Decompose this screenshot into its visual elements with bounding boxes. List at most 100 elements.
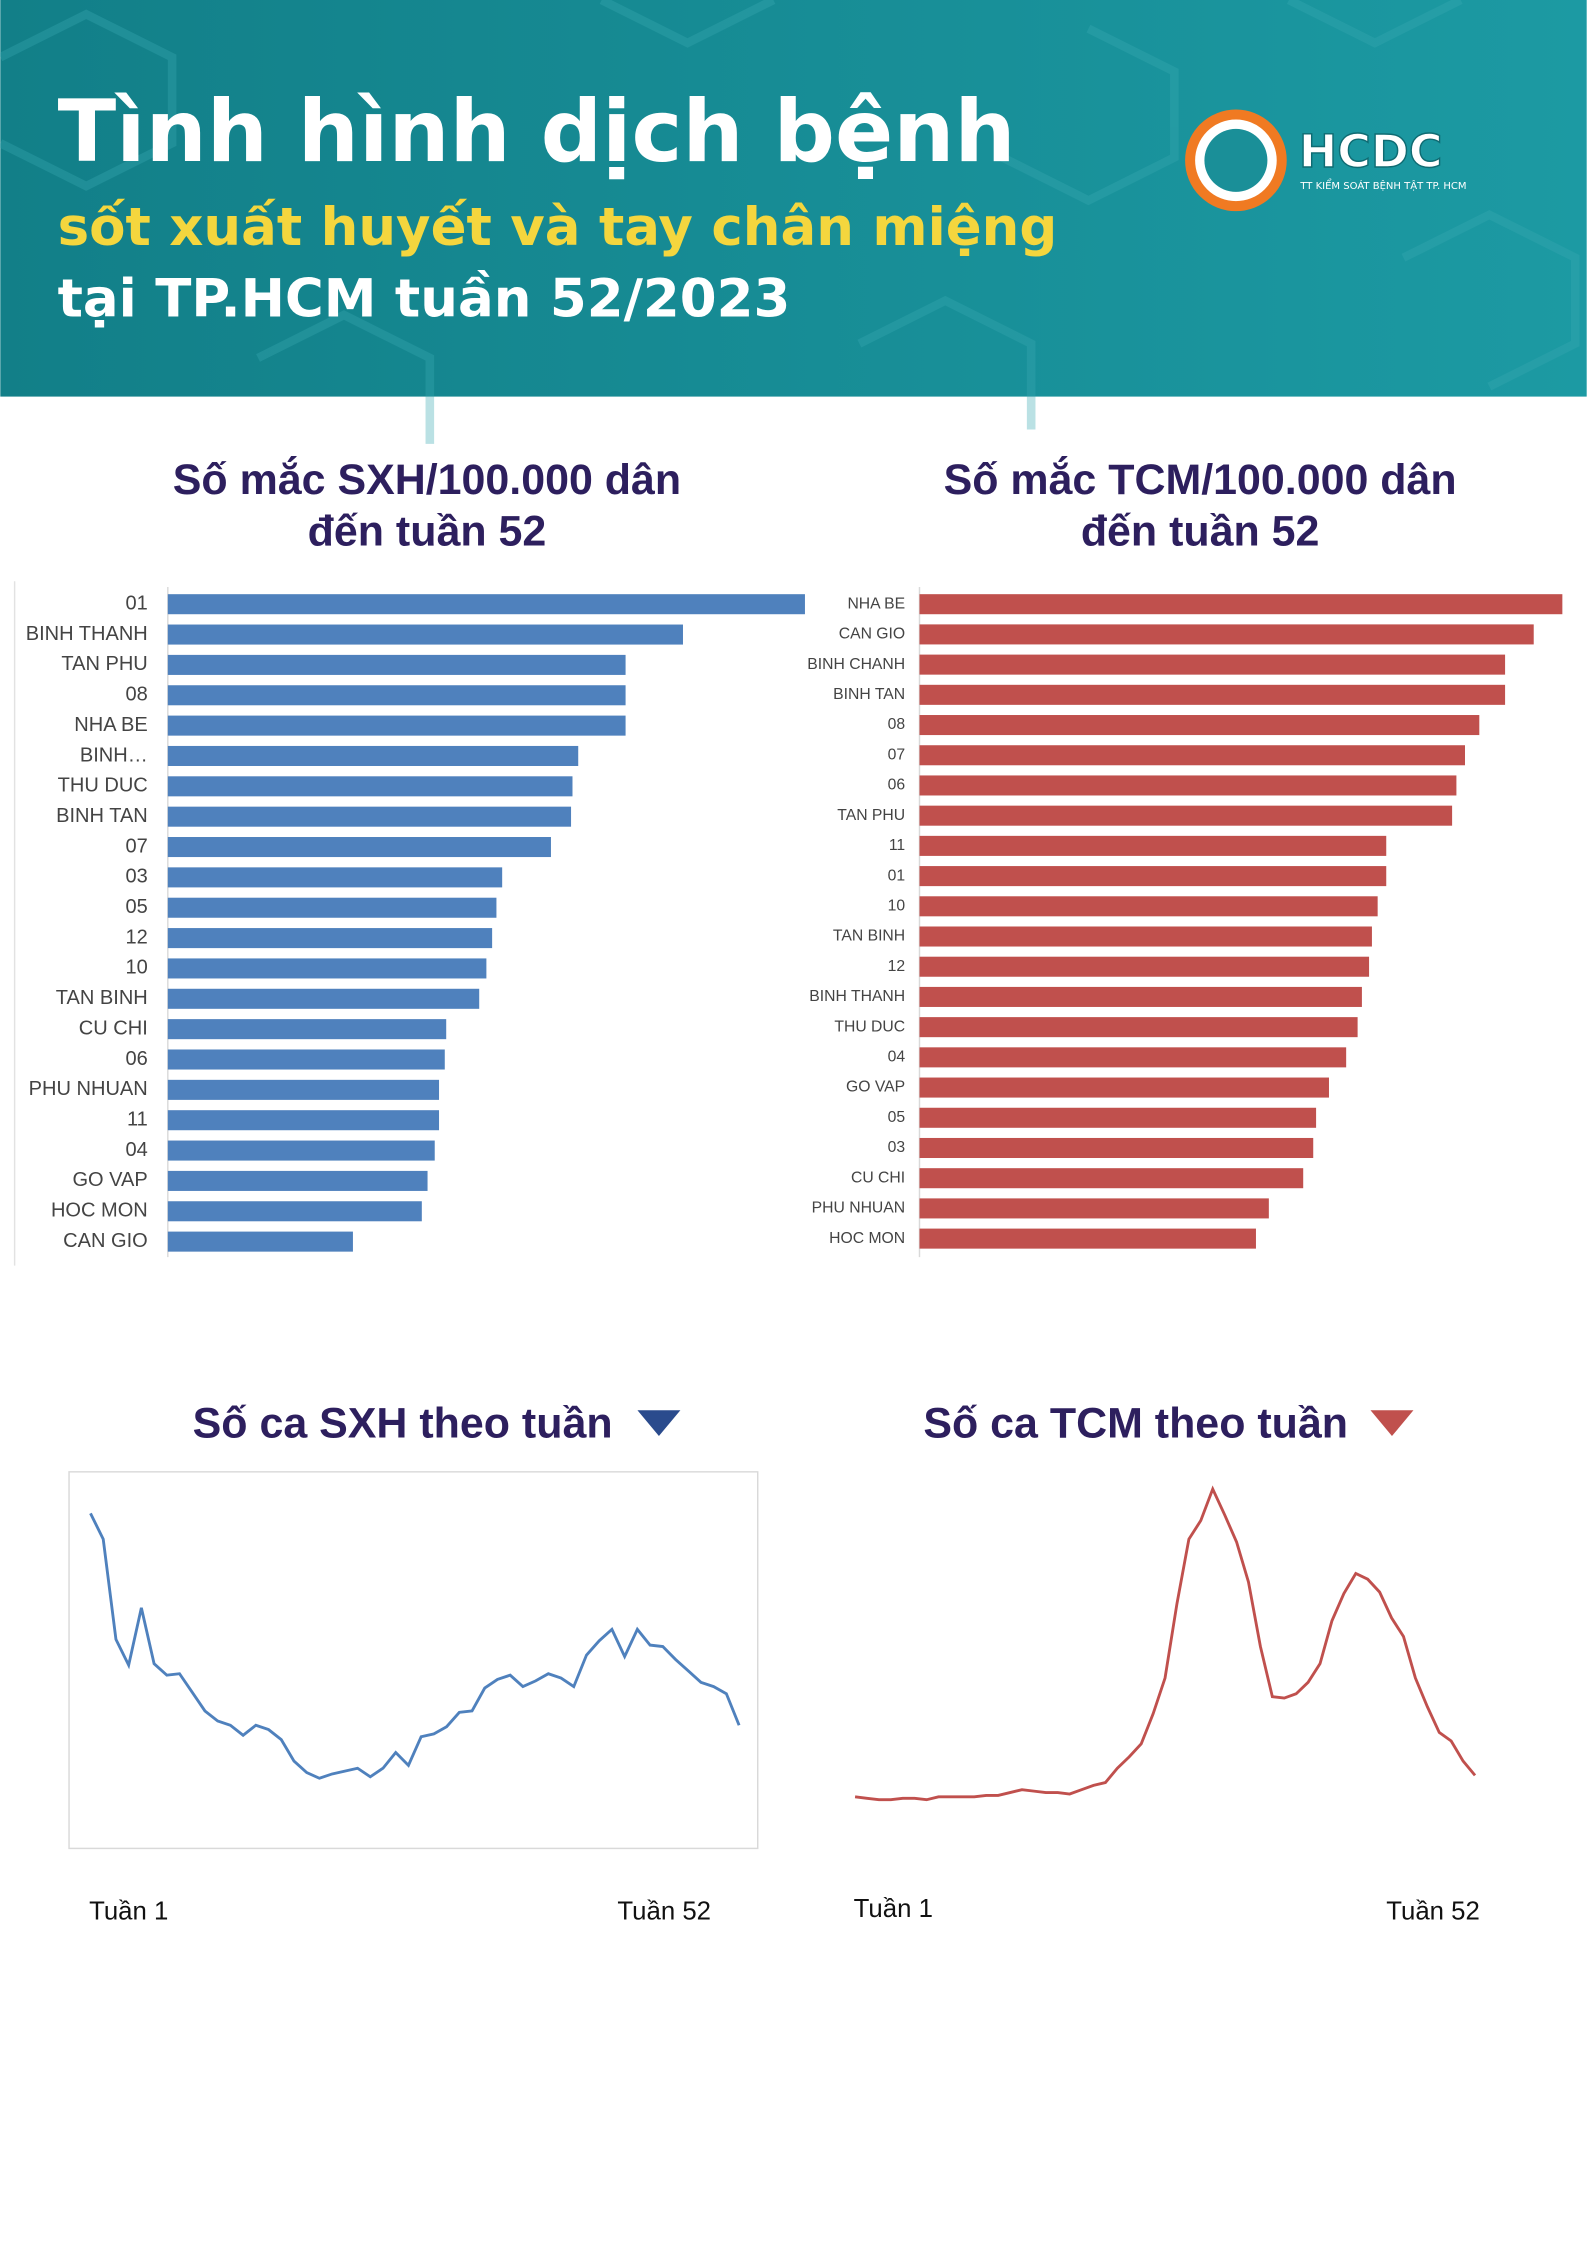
y-tick-label: 04 xyxy=(888,1049,906,1066)
chart-title: Số mắc SXH/100.000 dân xyxy=(173,455,681,504)
y-tick-label: 03 xyxy=(888,1139,906,1156)
bar xyxy=(919,715,1480,736)
header-title: Tình hình dịch bệnh xyxy=(58,82,1016,182)
bar xyxy=(167,1140,435,1161)
y-tick-label: 11 xyxy=(127,1109,148,1131)
y-tick-label: 06 xyxy=(125,1048,147,1070)
y-tick-label: 12 xyxy=(888,958,906,975)
chart-title: Số ca SXH theo tuần xyxy=(193,1399,613,1447)
y-tick-label: 06 xyxy=(888,777,906,794)
bar xyxy=(167,867,503,888)
y-tick-label: 04 xyxy=(125,1139,147,1161)
y-tick-label: 08 xyxy=(125,684,147,706)
chart-title: đến tuần 52 xyxy=(1081,507,1320,555)
y-tick-label: 03 xyxy=(125,866,147,888)
bar xyxy=(919,624,1534,645)
bar xyxy=(919,1017,1358,1038)
y-tick-label: BINH… xyxy=(80,744,148,766)
header-background xyxy=(0,0,1587,397)
bar xyxy=(919,1228,1256,1249)
bar xyxy=(167,837,551,858)
header-subtitle: sốt xuất huyết và tay chân miệng xyxy=(58,197,1058,258)
bar xyxy=(167,594,805,615)
bar xyxy=(919,805,1453,826)
y-tick-label: 12 xyxy=(125,926,147,948)
bar xyxy=(919,654,1506,675)
bar xyxy=(167,1019,447,1040)
y-tick-label: BINH THANH xyxy=(26,623,148,645)
bar xyxy=(167,1170,428,1191)
logo-caption: TT KIỂM SOÁT BỆNH TẬT TP. HCM xyxy=(1299,178,1466,192)
y-tick-label: 05 xyxy=(125,896,147,918)
x-tick-label: Tuần 52 xyxy=(617,1898,711,1926)
y-tick-label: 01 xyxy=(125,592,147,614)
logo-core xyxy=(1204,128,1268,192)
y-tick-label: CAN GIO xyxy=(839,626,905,643)
y-tick-label: 05 xyxy=(888,1109,906,1126)
y-tick-label: TAN PHU xyxy=(61,653,147,675)
y-tick-label: HOC MON xyxy=(51,1200,148,1222)
bar xyxy=(919,956,1370,977)
chart-title: đến tuần 52 xyxy=(308,507,547,555)
bar xyxy=(919,986,1362,1007)
y-tick-label: TAN BINH xyxy=(56,987,148,1009)
bar xyxy=(919,684,1506,705)
y-tick-label: 01 xyxy=(888,867,906,884)
x-tick-label: Tuần 1 xyxy=(89,1898,168,1926)
bar xyxy=(167,928,493,949)
bar xyxy=(167,897,497,918)
y-tick-label: BINH TAN xyxy=(833,686,905,703)
y-tick-label: CU CHI xyxy=(851,1169,905,1186)
y-tick-label: PHU NHUAN xyxy=(29,1078,148,1100)
y-tick-label: BINH THANH xyxy=(809,988,905,1005)
bar xyxy=(167,1079,440,1100)
y-tick-label: BINH TAN xyxy=(56,805,148,827)
bar xyxy=(167,715,626,736)
bar xyxy=(919,1107,1317,1128)
bar xyxy=(919,926,1372,947)
header-subtitle: tại TP.HCM tuần 52/2023 xyxy=(58,269,791,330)
bar xyxy=(167,1231,353,1252)
trend-icon xyxy=(1370,1410,1414,1437)
y-tick-label: BINH CHANH xyxy=(807,656,905,673)
chart-border xyxy=(68,1471,759,1850)
line-series xyxy=(854,1485,1477,1802)
header-pattern xyxy=(0,0,1580,444)
y-tick-label: 10 xyxy=(888,897,906,914)
y-tick-label: HOC MON xyxy=(829,1230,905,1247)
bar xyxy=(919,775,1457,796)
logo-text: HCDC xyxy=(1299,124,1443,178)
y-tick-label: CU CHI xyxy=(79,1017,148,1039)
bar xyxy=(167,1110,440,1131)
line-series xyxy=(89,1512,741,1780)
bar xyxy=(919,896,1378,917)
y-tick-label: 11 xyxy=(889,837,905,854)
bar xyxy=(919,1137,1314,1159)
y-tick-label: PHU NHUAN xyxy=(812,1200,906,1217)
trend-icon xyxy=(637,1410,681,1437)
bar xyxy=(919,835,1387,856)
x-tick-label: Tuần 52 xyxy=(1386,1898,1480,1926)
y-tick-label: TAN BINH xyxy=(833,928,905,945)
bar xyxy=(919,1198,1269,1219)
y-tick-label: 07 xyxy=(888,746,906,763)
bar xyxy=(919,1047,1347,1068)
bar xyxy=(167,685,626,706)
y-tick-label: NHA BE xyxy=(847,595,905,612)
bar xyxy=(167,745,579,766)
y-tick-label: GO VAP xyxy=(72,1169,147,1191)
y-tick-label: NHA BE xyxy=(74,714,147,736)
y-tick-label: 08 xyxy=(888,716,906,733)
chart-title: Số ca TCM theo tuần xyxy=(923,1399,1348,1447)
bar xyxy=(919,745,1465,766)
bar xyxy=(919,1077,1329,1098)
y-tick-label: 07 xyxy=(125,835,147,857)
y-tick-label: TAN PHU xyxy=(837,807,905,824)
bar xyxy=(919,866,1387,887)
x-tick-label: Tuần 1 xyxy=(854,1895,933,1923)
y-tick-label: GO VAP xyxy=(846,1079,905,1096)
chart-title: Số mắc TCM/100.000 dân xyxy=(944,455,1457,504)
bar xyxy=(167,988,480,1009)
